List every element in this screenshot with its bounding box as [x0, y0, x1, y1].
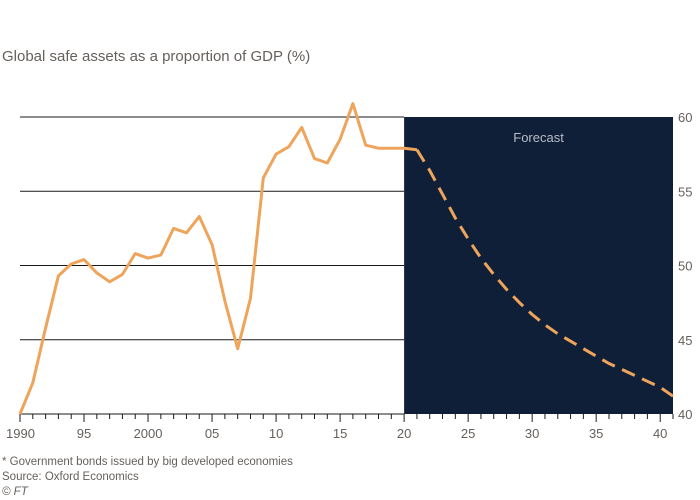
- footnote-note: * Government bonds issued by big develop…: [2, 456, 293, 468]
- x-tick-label: 2000: [134, 426, 163, 441]
- footnotes: * Government bonds issued by big develop…: [2, 455, 293, 500]
- x-tick-label: 15: [333, 426, 347, 441]
- x-tick-label: 10: [269, 426, 283, 441]
- footnote-source: Source: Oxford Economics: [2, 471, 139, 483]
- x-tick-label: 05: [205, 426, 219, 441]
- x-tick-label: 40: [653, 426, 667, 441]
- copyright: © FT: [2, 486, 28, 498]
- x-tick-label: 95: [77, 426, 91, 441]
- forecast-label: Forecast: [513, 130, 564, 145]
- chart-title: Global safe assets as a proportion of GD…: [2, 48, 311, 65]
- x-tick-label: 1990: [6, 426, 35, 441]
- y-tick-label: 40: [678, 407, 692, 422]
- y-tick-label: 45: [678, 333, 692, 348]
- x-tick-label: 35: [589, 426, 603, 441]
- forecast-series-line: [415, 148, 674, 398]
- x-tick-label: 25: [461, 426, 475, 441]
- x-tick-label: 20: [397, 426, 411, 441]
- y-tick-label: 55: [678, 184, 692, 199]
- y-tick-label: 50: [678, 259, 692, 274]
- y-tick-label: 60: [678, 110, 692, 125]
- x-tick-label: 30: [525, 426, 539, 441]
- historical-series-line: [18, 102, 418, 415]
- line-chart: Forecast 40 45 50 55 60 1990 95 2000 05 10 15 20 25 30…: [6, 102, 692, 441]
- forecast-region: [404, 117, 673, 414]
